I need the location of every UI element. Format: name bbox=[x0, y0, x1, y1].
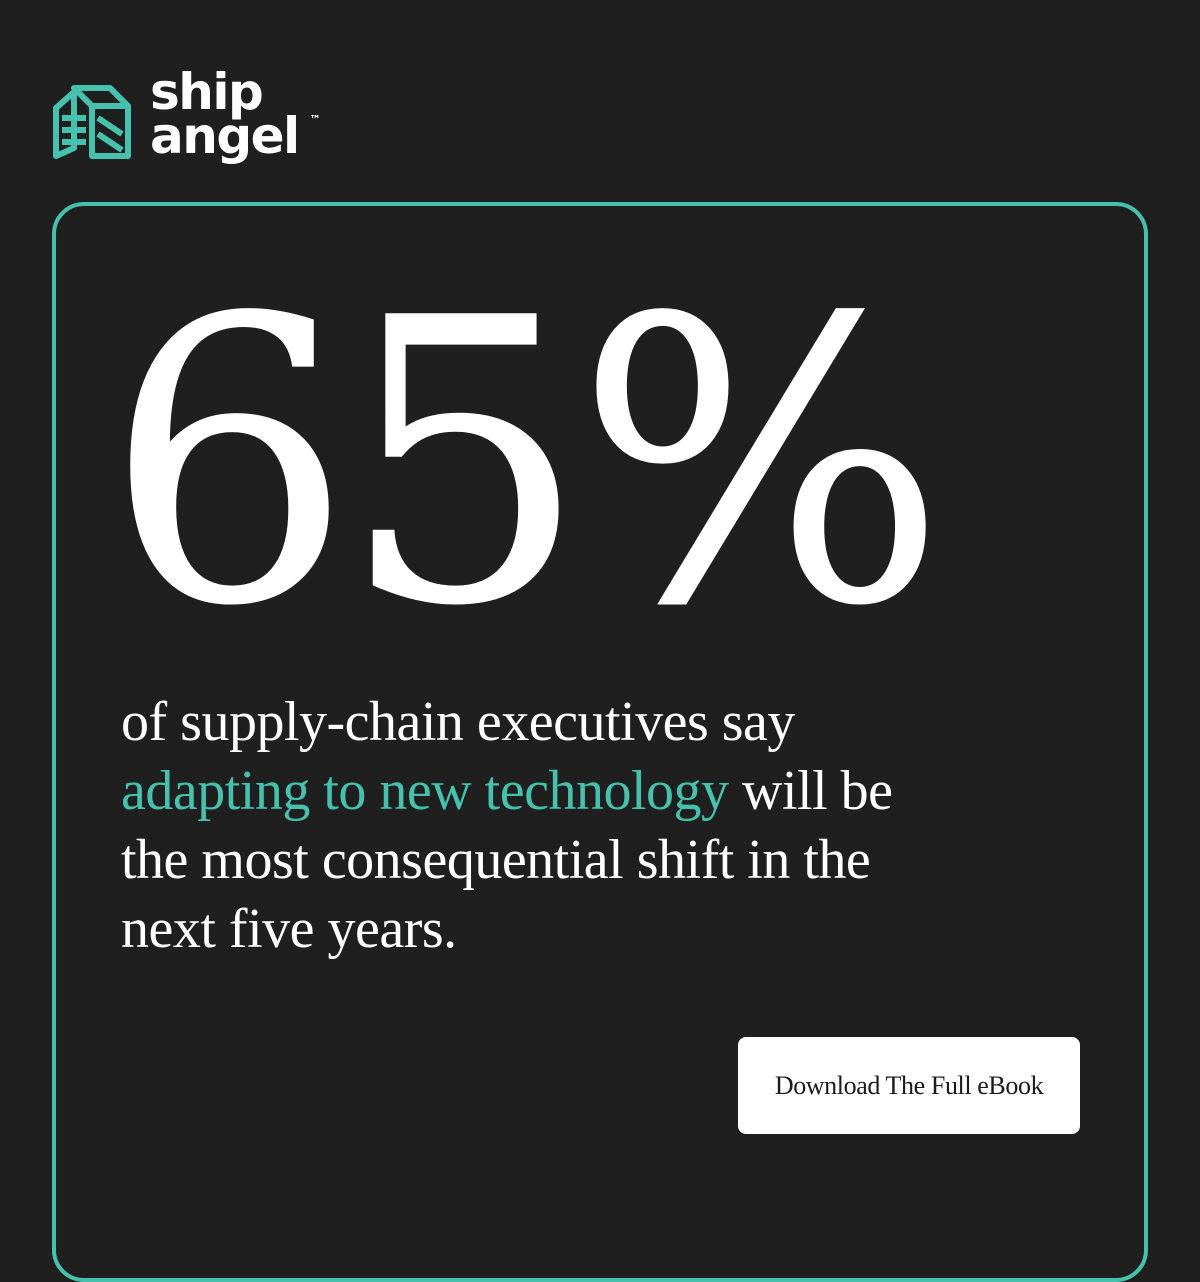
ship-angel-logo-icon bbox=[53, 85, 131, 159]
download-ebook-button[interactable]: Download The Full eBook bbox=[738, 1037, 1080, 1134]
brand-name-line1: ship bbox=[150, 63, 264, 121]
description-line-4: next five years. bbox=[121, 898, 457, 960]
description-line-1: of supply-chain executives say bbox=[121, 691, 795, 753]
brand-name-line2-text: angel bbox=[150, 107, 300, 165]
brand-logo: ship angel ™ bbox=[52, 63, 321, 161]
description-line-3: the most consequential shift in the bbox=[121, 829, 871, 891]
brand-wordmark: ship angel ™ bbox=[150, 63, 321, 161]
description-line-2: adapting to new technology will be bbox=[121, 757, 1081, 826]
description-highlight: adapting to new technology bbox=[121, 760, 729, 822]
stat-value: 65% bbox=[104, 236, 947, 692]
stat-description: of supply-chain executives say adapting … bbox=[121, 688, 1081, 964]
trademark-mark: ™ bbox=[309, 113, 321, 126]
description-line-2-rest: will be bbox=[728, 760, 893, 822]
brand-name-line2: angel ™ bbox=[150, 111, 321, 161]
